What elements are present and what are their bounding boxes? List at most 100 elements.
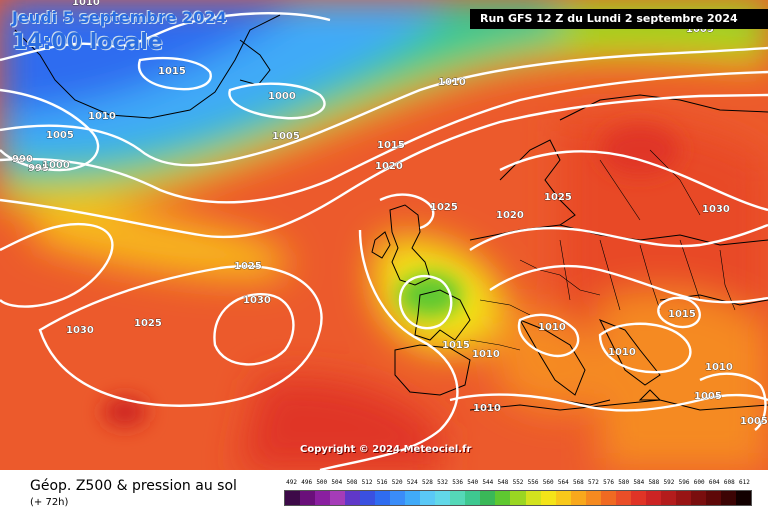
scale-swatch	[540, 491, 556, 505]
scale-label: 596	[678, 479, 690, 486]
scale-swatch	[510, 491, 526, 505]
isobar-label: 1010	[438, 77, 466, 88]
scale-swatch	[600, 491, 616, 505]
isobar-label: 1015	[377, 140, 405, 151]
scale-label: 588	[648, 479, 660, 486]
isobar-labels: 1010 1015 1000 1005 1010 990 995 1000 10…	[12, 0, 768, 427]
run-info: Run GFS 12 Z du Lundi 2 septembre 2024	[470, 9, 768, 29]
isobars	[0, 12, 768, 470]
scale-label: 564	[557, 479, 569, 486]
scale-label: 496	[301, 479, 313, 486]
scale-swatch	[390, 491, 406, 505]
forecast-range: (+ 72h)	[30, 497, 69, 508]
weather-map: 1010 1015 1000 1005 1010 990 995 1000 10…	[0, 0, 768, 470]
isobar-label: 1005	[694, 391, 722, 402]
scale-swatch	[405, 491, 421, 505]
scale-swatch	[525, 491, 541, 505]
isobar-label: 1025	[134, 318, 162, 329]
scale-label: 512	[361, 479, 373, 486]
isobar-label: 1015	[158, 66, 186, 77]
scale-label: 580	[618, 479, 630, 486]
scale-label: 556	[527, 479, 539, 486]
scale-swatch	[615, 491, 631, 505]
scale-swatch	[645, 491, 661, 505]
scale-swatch	[315, 491, 331, 505]
isobar-label: 1010	[538, 322, 566, 333]
scale-swatch	[720, 491, 736, 505]
scale-swatch	[480, 491, 496, 505]
scale-swatch	[660, 491, 676, 505]
scale-swatch	[300, 491, 316, 505]
scale-swatch	[420, 491, 436, 505]
scale-label: 504	[331, 479, 343, 486]
scale-swatch	[585, 491, 601, 505]
scale-label: 568	[572, 479, 584, 486]
scale-label: 600	[693, 479, 705, 486]
scale-label: 500	[316, 479, 328, 486]
scale-swatch	[450, 491, 466, 505]
isobar-label: 990	[12, 154, 33, 165]
isobar-label: 1030	[66, 325, 94, 336]
copyright: Copyright © 2024 Meteociel.fr	[300, 444, 472, 455]
scale-label: 544	[482, 479, 494, 486]
scale-swatch	[360, 491, 376, 505]
scale-label: 608	[723, 479, 735, 486]
scale-swatch	[375, 491, 391, 505]
isobar-label: 1025	[544, 192, 572, 203]
geopotential-field	[0, 0, 768, 470]
isobar-label: 1000	[42, 160, 70, 171]
scale-label: 560	[542, 479, 554, 486]
isobar-label: 1020	[375, 161, 403, 172]
forecast-time: 14:00 locale	[12, 30, 163, 55]
scale-label: 576	[603, 479, 614, 486]
scale-swatch	[705, 491, 721, 505]
scale-label: 552	[512, 479, 524, 486]
isobar-label: 1015	[442, 340, 470, 351]
scale-swatch	[690, 491, 706, 505]
scale-swatch	[285, 491, 301, 505]
isobar-label: 1010	[608, 347, 636, 358]
scale-swatch	[435, 491, 451, 505]
isobar-label: 1005	[686, 24, 714, 35]
scale-label: 584	[633, 479, 645, 486]
scale-swatch	[495, 491, 511, 505]
scale-swatch	[465, 491, 481, 505]
scale-label: 540	[467, 479, 479, 486]
scale-label: 592	[663, 479, 675, 486]
isobar-label: 1000	[268, 91, 296, 102]
isobar-label: 1030	[243, 295, 271, 306]
scale-swatch	[555, 491, 571, 505]
scale-swatch	[345, 491, 361, 505]
scale-label: 524	[406, 479, 418, 486]
isobar-label: 1030	[702, 204, 730, 215]
color-scale	[284, 490, 752, 506]
scale-label: 516	[376, 479, 388, 486]
scale-label: 612	[739, 479, 750, 486]
isobar-label: 1015	[668, 309, 696, 320]
scale-swatch	[630, 491, 646, 505]
isobar-label: 1010	[473, 403, 501, 414]
scale-swatch	[675, 491, 691, 505]
scale-labels: 492 496 500 504 508 512 516 520 524 528 532 536 540 5…	[284, 479, 752, 489]
forecast-date: Jeudi 5 septembre 2024	[12, 8, 227, 27]
scale-swatch	[570, 491, 586, 505]
scale-swatch	[735, 491, 751, 505]
isobar-label: 1025	[234, 261, 262, 272]
scale-label: 536	[452, 479, 464, 486]
scale-label: 532	[437, 479, 448, 486]
scale-label: 520	[391, 479, 403, 486]
isobar-label: 1010	[472, 349, 500, 360]
isobar-label: 1010	[72, 0, 100, 8]
isobar-label: 1010	[705, 362, 733, 373]
scale-label: 548	[497, 479, 509, 486]
legend-footer: Géop. Z500 & pression au sol (+ 72h) 492…	[0, 470, 768, 512]
isobar-label: 1005	[740, 416, 768, 427]
scale-label: 492	[286, 479, 297, 486]
scale-label: 604	[708, 479, 720, 486]
isobar-label: 1010	[88, 111, 116, 122]
isobar-label: 1020	[496, 210, 524, 221]
isobar-label: 1005	[46, 130, 74, 141]
isobar-label: 1005	[272, 131, 300, 142]
isobar-label: 995	[28, 163, 49, 174]
scale-label: 528	[421, 479, 433, 486]
